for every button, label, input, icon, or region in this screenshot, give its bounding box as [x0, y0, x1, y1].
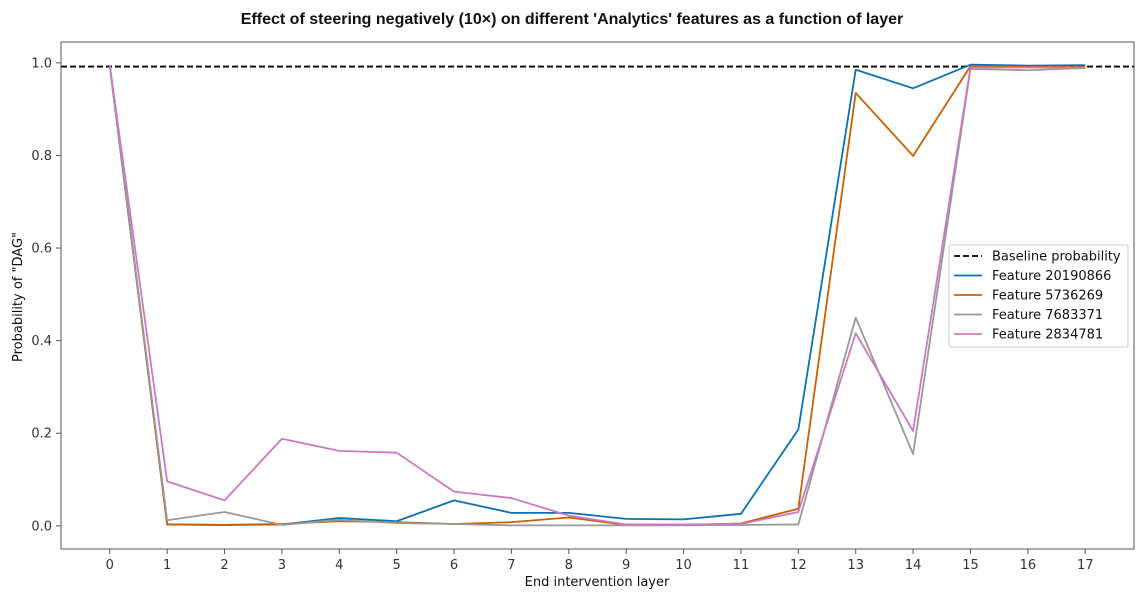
legend-label: Baseline probability — [992, 250, 1121, 265]
x-tick-label: 2 — [220, 558, 228, 573]
x-tick-label: 7 — [507, 558, 515, 573]
x-tick-label: 4 — [335, 558, 343, 573]
plot-frame — [60, 41, 1135, 550]
x-tick-label: 17 — [1077, 558, 1094, 573]
x-axis-label: End intervention layer — [525, 575, 670, 590]
series-line-1 — [108, 63, 1086, 526]
y-tick-label: 0.4 — [31, 334, 52, 349]
legend-box — [948, 244, 1129, 348]
x-tick-label: 16 — [1020, 558, 1037, 573]
legend: Baseline probability Feature 20190866 Feat… — [948, 244, 1129, 348]
x-tick-label: 14 — [905, 558, 922, 573]
x-tick-label: 3 — [278, 558, 286, 573]
x-tick-label: 1 — [163, 558, 171, 573]
chart-title: Effect of steering negatively (10×) on d… — [241, 11, 903, 28]
series-line-2 — [108, 65, 1086, 526]
x-tick-label: 15 — [962, 558, 979, 573]
x-tick-label: 11 — [733, 558, 750, 573]
x-tick-label: 10 — [675, 558, 692, 573]
x-tick-label: 5 — [393, 558, 401, 573]
x-tick-label: 6 — [450, 558, 458, 573]
series-line-4 — [108, 65, 1086, 526]
legend-label: Feature 7683371 — [992, 308, 1103, 323]
y-tick-label: 0.6 — [31, 242, 52, 257]
x-tick-label: 12 — [790, 558, 807, 573]
legend-label: Feature 2834781 — [992, 328, 1103, 343]
series-line-3 — [108, 65, 1086, 527]
x-tick-label: 9 — [622, 558, 630, 573]
legend-label: Feature 5736269 — [992, 289, 1103, 304]
y-tick-label: 0.0 — [31, 519, 52, 534]
y-axis-label: Probability of "DAG" — [11, 232, 26, 362]
x-tick-label: 8 — [565, 558, 573, 573]
y-tick-label: 0.8 — [31, 149, 52, 164]
x-tick-label: 13 — [847, 558, 864, 573]
y-tick-label: 1.0 — [31, 56, 52, 71]
y-tick-label: 0.2 — [31, 427, 52, 442]
legend-label: Feature 20190866 — [992, 269, 1111, 284]
x-tick-label: 0 — [106, 558, 114, 573]
